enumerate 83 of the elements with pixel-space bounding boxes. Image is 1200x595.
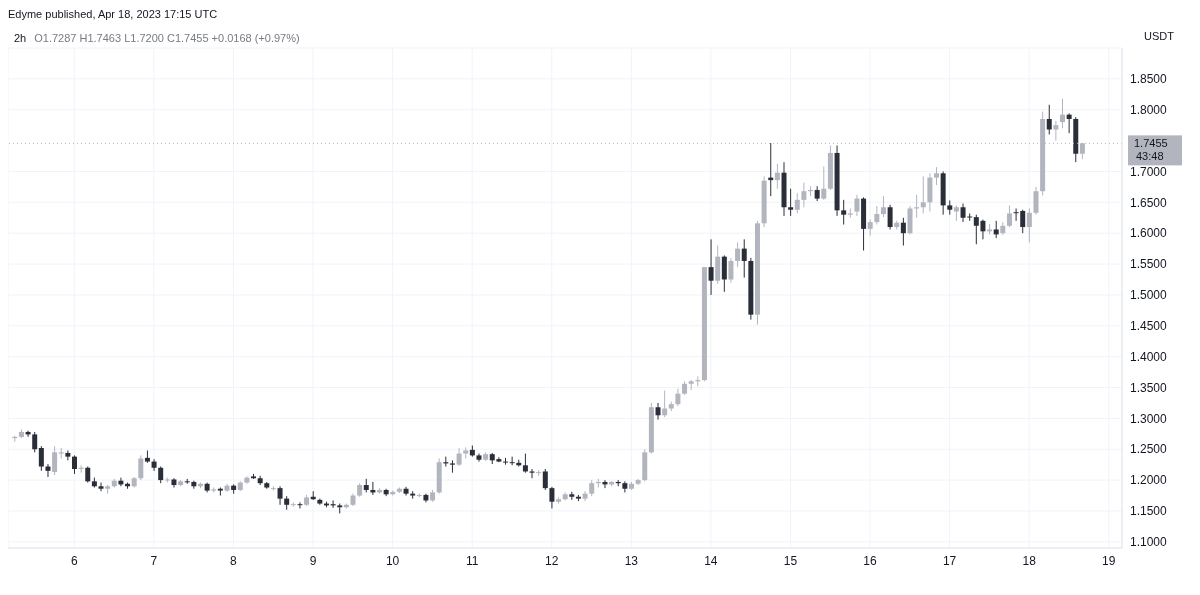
candlestick (1026, 207, 1032, 243)
candlestick (1066, 112, 1072, 134)
candlestick (290, 501, 296, 508)
candlestick (655, 402, 661, 421)
candlestick (1053, 120, 1059, 142)
candlestick (45, 463, 51, 478)
candlestick (277, 485, 283, 506)
candlestick (449, 459, 455, 474)
ref-line-label: 1.7455 (1134, 137, 1168, 150)
y-tick-label: 1.4500 (1130, 319, 1168, 334)
y-tick-label: 1.8500 (1130, 72, 1168, 87)
candlestick (708, 238, 714, 296)
candlestick (529, 468, 535, 479)
candlestick (1060, 98, 1066, 129)
y-tick-label: 1.8000 (1130, 102, 1168, 117)
candlestick (151, 458, 157, 472)
candlestick (582, 490, 588, 502)
y-tick-label: 1.2000 (1130, 473, 1168, 488)
candlestick (138, 454, 144, 481)
x-tick-label: 17 (942, 553, 957, 568)
candlestick (887, 204, 893, 230)
candlestick (32, 431, 38, 453)
candlestick (622, 480, 628, 493)
y-tick-label: 1.6000 (1130, 226, 1168, 241)
candlestick (522, 453, 528, 474)
x-tick-label: 18 (1022, 553, 1037, 568)
candlestick (854, 194, 860, 217)
candlestick (821, 166, 827, 201)
y-tick-label: 1.4000 (1130, 349, 1168, 364)
candlestick (741, 238, 747, 279)
candlestick (509, 456, 515, 466)
text: 43:48 (1136, 150, 1164, 163)
y-tick-label: 1.6500 (1130, 195, 1168, 210)
candlestick (1046, 104, 1052, 135)
y-tick-label: 1.3000 (1130, 411, 1168, 426)
y-tick-label: 1.3500 (1130, 380, 1168, 395)
candlestick (794, 192, 800, 214)
candlestick (728, 257, 734, 284)
candlestick (721, 254, 727, 293)
candlestick (542, 468, 548, 491)
candlestick (98, 482, 104, 492)
candlestick (662, 390, 668, 418)
candlestick (65, 449, 71, 461)
y-tick-label: 1.2500 (1130, 442, 1168, 457)
y-tick-label: 1.1000 (1130, 535, 1168, 550)
y-axis-title: USDT (1144, 30, 1174, 42)
x-tick-label: 15 (783, 553, 798, 568)
candlestick (920, 175, 926, 214)
x-tick-label: 13 (624, 553, 639, 568)
text: Edyme published, Apr 18, 2023 17:15 UTC (8, 8, 218, 20)
x-tick-label: 6 (70, 553, 78, 568)
y-tick-label: 1.1500 (1130, 504, 1168, 519)
chart-title: 2h (14, 32, 27, 44)
x-tick-label: 9 (309, 553, 317, 568)
x-tick-label: 11 (465, 553, 479, 568)
y-tick-label: 1.5000 (1130, 288, 1168, 303)
candlestick (801, 182, 807, 208)
x-tick-label: 14 (704, 553, 718, 568)
candlestick (880, 195, 886, 218)
x-tick-label: 8 (230, 553, 238, 568)
candlestick (788, 188, 794, 217)
y-tick-label: 1.5500 (1130, 257, 1168, 272)
candlestick (52, 445, 58, 476)
candlestick (735, 241, 741, 268)
candlestick (1033, 186, 1039, 216)
candlestick (71, 454, 77, 475)
candlestick (774, 163, 780, 190)
x-tick-label: 12 (545, 553, 559, 568)
x-tick-label: 10 (385, 553, 400, 568)
candlestick (841, 199, 847, 226)
text: O1.7287 H1.7463 L1.7200 C1.7455 +0.0168 (+0.97%) (34, 32, 300, 44)
x-tick-label: 7 (150, 553, 158, 568)
x-tick-label: 19 (1102, 553, 1116, 568)
y-tick-label: 1.7000 (1130, 164, 1168, 179)
candlestick (38, 445, 44, 472)
candlestick (874, 205, 880, 226)
candlestick (549, 486, 555, 509)
candlestick (1006, 204, 1012, 228)
candlestick (297, 501, 303, 509)
candlestick (191, 480, 197, 490)
candlestick (900, 217, 906, 247)
x-tick-label: 16 (863, 553, 878, 568)
candlestick (270, 485, 276, 492)
